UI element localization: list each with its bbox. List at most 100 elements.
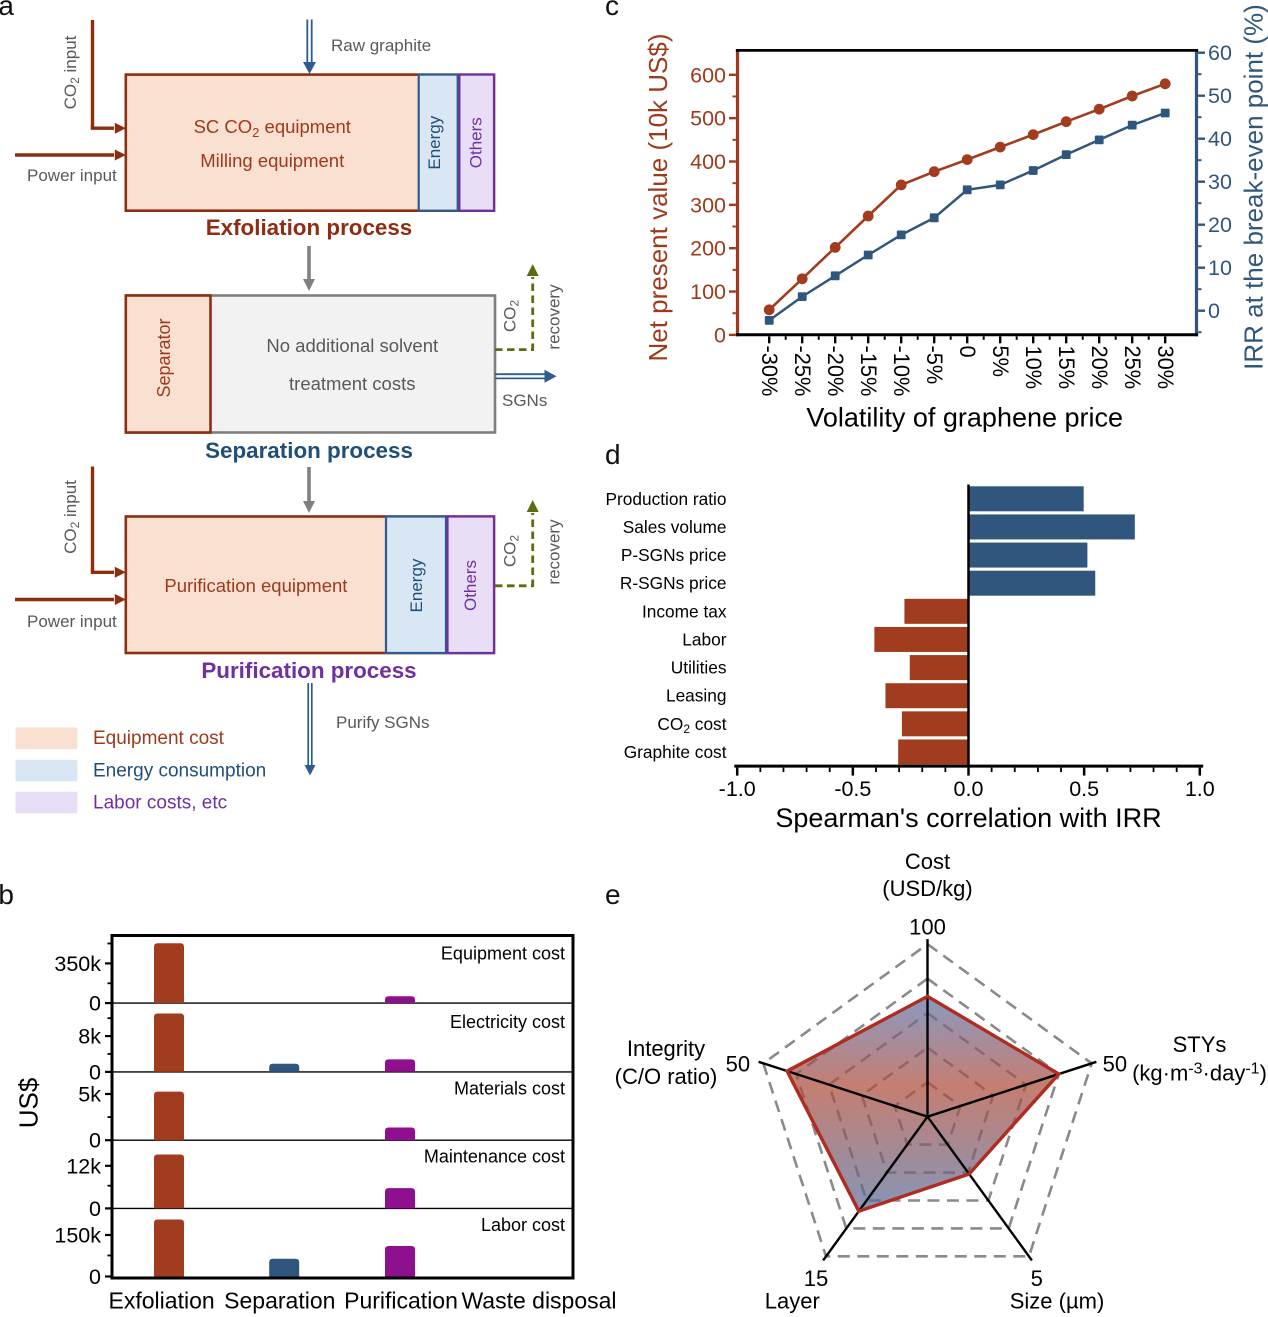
svg-text:5k: 5k [78, 1083, 101, 1107]
svg-text:Energy: Energy [407, 558, 426, 612]
svg-text:12k: 12k [66, 1154, 101, 1178]
svg-text:CO2​: CO2​ [500, 535, 521, 568]
svg-text:US$: US$ [14, 1077, 44, 1128]
svg-text:-1.0: -1.0 [719, 777, 756, 801]
svg-text:Raw graphite: Raw graphite [331, 36, 431, 55]
svg-text:c: c [605, 0, 619, 21]
svg-text:recovery: recovery [545, 284, 564, 350]
svg-text:Energy consumption: Energy consumption [93, 760, 266, 781]
svg-text:Materials cost: Materials cost [454, 1079, 565, 1099]
svg-text:recovery: recovery [545, 519, 564, 585]
svg-text:Purification process: Purification process [201, 658, 416, 683]
svg-text:Electricity cost: Electricity cost [450, 1012, 565, 1032]
svg-text:Labor: Labor [682, 629, 726, 649]
svg-text:Milling equipment: Milling equipment [200, 150, 344, 171]
svg-text:Sales volume: Sales volume [623, 517, 727, 537]
svg-text:Maintenance cost: Maintenance cost [424, 1147, 565, 1167]
svg-text:20: 20 [1208, 213, 1232, 237]
svg-text:Power input: Power input [27, 612, 117, 631]
svg-text:10%: 10% [1021, 346, 1046, 390]
svg-text:Purification: Purification [344, 1288, 458, 1314]
svg-text:30: 30 [1208, 170, 1232, 194]
svg-text:Equipment cost: Equipment cost [441, 944, 565, 964]
svg-text:-5%: -5% [922, 346, 947, 385]
svg-text:Exfoliation: Exfoliation [109, 1288, 215, 1314]
svg-text:Income tax: Income tax [642, 601, 727, 621]
svg-text:CO2​ cost: CO2​ cost [657, 714, 726, 736]
svg-text:8k: 8k [78, 1025, 101, 1049]
svg-text:a: a [0, 0, 14, 21]
svg-text:Others: Others [466, 117, 485, 168]
svg-text:5%: 5% [988, 346, 1013, 378]
svg-text:e: e [605, 879, 621, 910]
svg-text:Spearman's correlation with IR: Spearman's correlation with IRR [775, 803, 1161, 833]
svg-text:Utilities: Utilities [671, 658, 727, 678]
svg-text:treatment costs: treatment costs [289, 373, 415, 394]
svg-text:400: 400 [690, 150, 726, 174]
svg-text:(C/O ratio): (C/O ratio) [615, 1064, 718, 1089]
svg-text:5: 5 [1031, 1266, 1043, 1291]
svg-text:0: 0 [89, 1197, 101, 1221]
svg-text:Separation process: Separation process [205, 438, 413, 463]
svg-text:SC CO2​ equipment: SC CO2​ equipment [194, 116, 351, 140]
svg-text:50: 50 [726, 1052, 750, 1077]
svg-text:Labor costs, etc: Labor costs, etc [93, 792, 227, 813]
svg-text:1.0: 1.0 [1185, 777, 1215, 801]
svg-text:40: 40 [1208, 127, 1232, 151]
svg-text:Labor cost: Labor cost [481, 1215, 565, 1235]
svg-text:(kg·m-3​·day-1​): (kg·m-3​·day-1​) [1132, 1061, 1267, 1086]
svg-text:350k: 350k [54, 952, 101, 976]
svg-text:-0.5: -0.5 [834, 777, 871, 801]
svg-text:Volatility of graphene price: Volatility of graphene price [806, 403, 1123, 433]
svg-text:0: 0 [89, 1129, 101, 1153]
svg-text:15%: 15% [1054, 346, 1079, 390]
svg-text:300: 300 [690, 193, 726, 217]
svg-text:0.5: 0.5 [1069, 777, 1099, 801]
svg-text:0: 0 [89, 992, 101, 1016]
svg-text:IRR at the break-even point (%: IRR at the break-even point (%) [1238, 4, 1268, 370]
svg-text:Power input: Power input [27, 166, 117, 185]
svg-text:50: 50 [1208, 84, 1232, 108]
svg-text:CO2​: CO2​ [500, 300, 521, 333]
svg-text:0: 0 [89, 1060, 101, 1084]
svg-text:Waste disposal: Waste disposal [461, 1288, 616, 1314]
svg-text:Purification equipment: Purification equipment [164, 575, 347, 596]
svg-text:0: 0 [714, 323, 726, 347]
svg-text:500: 500 [690, 107, 726, 131]
svg-text:R-SGNs price: R-SGNs price [620, 573, 727, 593]
svg-text:P-SGNs price: P-SGNs price [621, 545, 727, 565]
svg-text:CO2​ input: CO2​ input [61, 480, 82, 554]
svg-text:0.0: 0.0 [954, 777, 984, 801]
svg-text:15: 15 [804, 1266, 828, 1291]
svg-text:Cost: Cost [905, 849, 950, 874]
svg-text:CO2​ input: CO2​ input [61, 35, 82, 109]
svg-text:No additional solvent: No additional solvent [266, 335, 438, 356]
svg-text:150k: 150k [54, 1224, 101, 1248]
svg-text:d: d [605, 439, 621, 470]
svg-text:Layer: Layer [765, 1289, 820, 1314]
svg-text:600: 600 [690, 63, 726, 87]
svg-text:(USD/kg): (USD/kg) [882, 876, 972, 901]
svg-text:25%: 25% [1120, 346, 1145, 390]
svg-text:100: 100 [909, 915, 946, 940]
svg-text:50: 50 [1103, 1052, 1127, 1077]
svg-text:30%: 30% [1153, 346, 1178, 390]
svg-text:100: 100 [690, 280, 726, 304]
svg-text:Net present value (10k US$): Net present value (10k US$) [643, 33, 673, 361]
svg-text:20%: 20% [1087, 346, 1112, 390]
svg-text:SGNs: SGNs [502, 391, 547, 410]
svg-text:Purify SGNs: Purify SGNs [336, 713, 430, 732]
svg-text:Energy: Energy [425, 115, 444, 169]
svg-text:Separator: Separator [154, 318, 174, 397]
svg-text:200: 200 [690, 237, 726, 261]
svg-text:-20%: -20% [823, 346, 848, 397]
svg-text:60: 60 [1208, 41, 1232, 65]
svg-text:STYs: STYs [1173, 1032, 1227, 1057]
svg-text:-10%: -10% [889, 346, 914, 397]
svg-text:Leasing: Leasing [666, 686, 727, 706]
svg-text:-15%: -15% [856, 346, 881, 397]
svg-text:Graphite cost: Graphite cost [624, 742, 727, 762]
svg-text:0: 0 [89, 1265, 101, 1289]
svg-text:-25%: -25% [790, 346, 815, 397]
svg-text:Others: Others [461, 560, 480, 611]
